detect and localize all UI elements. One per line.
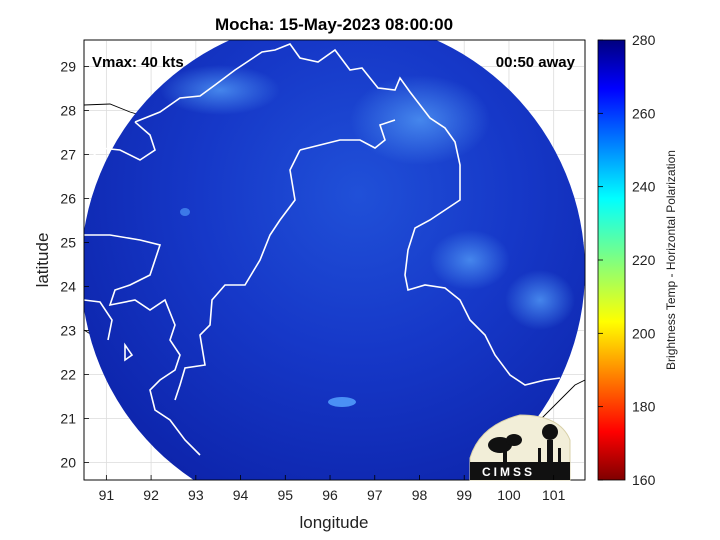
x-tick-label: 100 xyxy=(497,487,521,503)
y-tick-label: 23 xyxy=(60,322,76,338)
colorbar-tick-label: 200 xyxy=(632,325,656,341)
y-tick-label: 20 xyxy=(60,454,76,470)
x-tick-label: 96 xyxy=(322,487,338,503)
colorbar-label: Brightness Temp - Horizontal Polarizatio… xyxy=(664,150,678,370)
cloud-patch xyxy=(328,397,356,407)
cloud-patch xyxy=(350,75,490,165)
x-tick-label: 94 xyxy=(233,487,249,503)
y-tick-label: 24 xyxy=(60,278,76,294)
cimss-logo: CIMSS xyxy=(469,414,571,481)
colorbar-tick-label: 220 xyxy=(632,252,656,268)
colorbar-ticks: 280 260 240 220 200 180 160 xyxy=(598,32,656,488)
vmax-annotation: Vmax: 40 kts xyxy=(92,54,184,71)
x-tick-label: 93 xyxy=(188,487,204,503)
colorbar-tick-label: 280 xyxy=(632,32,656,48)
colorbar-tick-label: 260 xyxy=(632,105,656,121)
y-tick-label: 22 xyxy=(60,366,76,382)
x-tick-label: 97 xyxy=(367,487,383,503)
x-tick-label: 99 xyxy=(456,487,472,503)
x-tick-label: 91 xyxy=(99,487,115,503)
x-tick-label: 101 xyxy=(542,487,566,503)
cloud-patch xyxy=(505,270,575,330)
colorbar-tick-label: 160 xyxy=(632,472,656,488)
y-tick-labels: 29 28 27 26 25 24 23 22 21 20 xyxy=(60,58,89,470)
y-tick-label: 25 xyxy=(60,234,76,250)
logo-text: CIMSS xyxy=(482,465,535,479)
x-tick-labels: 91 92 93 94 95 96 97 98 99 100 101 xyxy=(99,475,566,503)
x-tick-label: 92 xyxy=(143,487,159,503)
cloud-patch xyxy=(180,208,190,216)
time-away-annotation: 00:50 away xyxy=(496,54,576,71)
y-tick-label: 26 xyxy=(60,190,76,206)
chart-title: Mocha: 15-May-2023 08:00:00 xyxy=(215,15,453,34)
cloud-patch xyxy=(430,230,510,290)
x-tick-label: 98 xyxy=(412,487,428,503)
y-tick-label: 21 xyxy=(60,410,76,426)
x-axis-label: longitude xyxy=(299,513,368,532)
border-lines xyxy=(84,43,561,456)
colorbar-tick-label: 180 xyxy=(632,399,656,415)
cloud-patch xyxy=(160,65,280,115)
y-tick-label: 28 xyxy=(60,102,76,118)
x-tick-label: 95 xyxy=(278,487,294,503)
colorbar-tick-label: 240 xyxy=(632,179,656,195)
y-tick-label: 29 xyxy=(60,58,76,74)
y-axis-label: latitude xyxy=(33,233,52,288)
y-tick-label: 27 xyxy=(60,146,76,162)
